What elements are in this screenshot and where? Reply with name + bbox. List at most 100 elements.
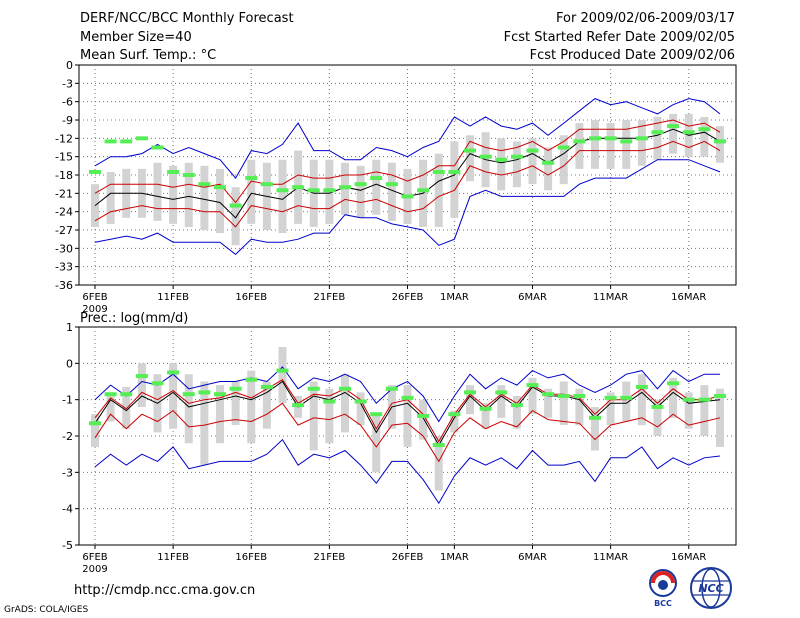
x-tick-label: 11FEB bbox=[157, 292, 189, 303]
ensemble-box bbox=[387, 162, 396, 221]
observed-marker bbox=[479, 154, 492, 159]
observed-marker bbox=[432, 169, 445, 174]
x-tick-label: 11FEB bbox=[157, 552, 189, 563]
produced-date: Fcst Produced Date 2009/02/06 bbox=[529, 48, 735, 63]
ensemble-box bbox=[403, 385, 412, 447]
observed-marker bbox=[417, 414, 430, 419]
ensemble-box bbox=[591, 406, 599, 451]
footer-url[interactable]: http://cmdp.ncc.cma.gov.cn bbox=[74, 583, 256, 598]
x-tick-label: 26FEB bbox=[392, 292, 424, 303]
y-tick-label: -3 bbox=[62, 77, 73, 90]
observed-marker bbox=[526, 148, 539, 153]
observed-marker bbox=[182, 173, 195, 177]
observed-marker bbox=[307, 188, 320, 193]
observed-marker bbox=[120, 139, 133, 144]
x-tick-label: 6MAR bbox=[518, 292, 547, 303]
observed-marker bbox=[135, 374, 148, 379]
observed-marker bbox=[604, 395, 617, 400]
ensemble-box bbox=[653, 399, 662, 436]
ensemble-box bbox=[325, 388, 334, 444]
y-tick-label: -5 bbox=[62, 539, 73, 552]
ensemble-box bbox=[309, 381, 318, 451]
y-tick-label: -18 bbox=[55, 169, 73, 182]
ensemble-box bbox=[575, 123, 584, 169]
ensemble-box bbox=[622, 381, 631, 422]
observed-marker bbox=[620, 395, 633, 400]
ensemble-box bbox=[622, 120, 631, 169]
observed-marker bbox=[635, 384, 648, 389]
x-tick-label: 6MAR bbox=[518, 552, 547, 563]
upper-spread-line bbox=[94, 119, 721, 204]
observed-marker bbox=[714, 394, 726, 399]
y-tick-label: -2 bbox=[62, 430, 73, 443]
ensemble-box bbox=[559, 135, 568, 185]
observed-marker bbox=[651, 130, 664, 135]
refer-date: Fcst Started Refer Date 2009/02/05 bbox=[503, 30, 735, 45]
y-tick-label: -33 bbox=[55, 261, 73, 274]
variable-label: Mean Surf. Temp.: °C bbox=[80, 48, 217, 63]
svg-text:BCC: BCC bbox=[654, 599, 672, 608]
observed-marker bbox=[542, 160, 555, 165]
x-tick-label: 26FEB bbox=[392, 552, 424, 563]
ensemble-mean-line bbox=[94, 380, 721, 447]
y-tick-label: 0 bbox=[66, 357, 73, 370]
observed-marker bbox=[245, 176, 258, 181]
observed-marker bbox=[135, 136, 148, 141]
y-tick-label: -27 bbox=[55, 224, 73, 237]
x-tick-year: 2009 bbox=[82, 564, 107, 575]
y-tick-label: -15 bbox=[55, 151, 73, 164]
observed-marker bbox=[89, 169, 101, 174]
observed-marker bbox=[214, 185, 226, 190]
observed-marker bbox=[698, 127, 711, 132]
ensemble-box bbox=[434, 436, 443, 491]
observed-marker bbox=[245, 377, 258, 382]
observed-marker bbox=[260, 182, 273, 187]
observed-marker bbox=[198, 182, 211, 187]
observed-marker bbox=[370, 176, 383, 181]
x-tick-label: 6FEB bbox=[82, 292, 107, 303]
observed-marker bbox=[573, 139, 586, 144]
ensemble-box bbox=[544, 388, 553, 418]
observed-marker bbox=[620, 139, 633, 144]
observed-marker bbox=[464, 390, 476, 395]
observed-marker bbox=[307, 386, 320, 391]
ensemble-box bbox=[512, 141, 521, 188]
prec-title: Prec.: log(mm/d) bbox=[80, 311, 188, 326]
observed-marker bbox=[589, 136, 601, 141]
ensemble-box bbox=[528, 138, 537, 185]
x-tick-label: 11MAR bbox=[593, 292, 628, 303]
x-tick-label: 21FEB bbox=[314, 292, 346, 303]
x-tick-label: 11MAR bbox=[593, 552, 628, 563]
ensemble-box bbox=[669, 377, 678, 418]
y-tick-label: 1 bbox=[66, 321, 73, 334]
ensemble-box bbox=[216, 385, 224, 444]
observed-marker bbox=[151, 381, 164, 386]
y-tick-label: -9 bbox=[62, 114, 73, 127]
y-tick-label: 0 bbox=[66, 59, 73, 72]
observed-marker bbox=[479, 406, 492, 411]
observed-marker bbox=[198, 390, 211, 395]
ensemble-box bbox=[106, 396, 115, 422]
x-tick-label: 1MAR bbox=[440, 552, 469, 563]
observed-marker bbox=[682, 130, 695, 135]
observed-marker bbox=[339, 386, 351, 391]
minimum-line bbox=[94, 438, 721, 505]
observed-marker bbox=[495, 390, 508, 395]
observed-marker bbox=[557, 145, 570, 150]
ensemble-box bbox=[262, 381, 271, 429]
ensemble-box bbox=[450, 410, 459, 433]
observed-marker bbox=[292, 403, 305, 408]
ensemble-box bbox=[137, 363, 146, 407]
observed-marker bbox=[214, 392, 226, 397]
ensemble-box bbox=[637, 120, 646, 166]
ensemble-box bbox=[528, 377, 537, 415]
lower-spread-line bbox=[94, 140, 721, 228]
grads-credit: GrADS: COLA/IGES bbox=[4, 605, 89, 615]
ensemble-box bbox=[637, 374, 646, 426]
ensemble-box bbox=[184, 374, 193, 444]
observed-marker bbox=[464, 148, 476, 153]
ensemble-box bbox=[497, 385, 506, 418]
observed-marker bbox=[401, 395, 414, 400]
ensemble-box bbox=[419, 399, 428, 440]
